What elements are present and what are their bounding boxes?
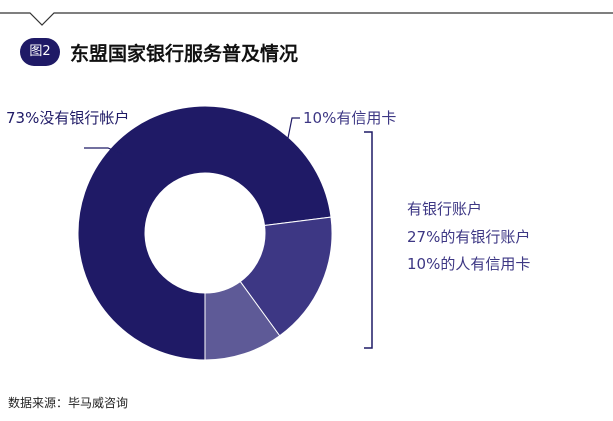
slice-no-account [77, 105, 332, 361]
slice-label-no-account: 73%没有银行帐户 [6, 109, 129, 127]
chart-title: 东盟国家银行服务普及情况 [70, 43, 299, 65]
note-has-account: 有银行账户 [407, 200, 483, 218]
leader-line-credit-card [287, 117, 300, 139]
note-27-percent: 27%的有银行账户 [407, 228, 531, 246]
slice-has-account [239, 216, 333, 337]
slice-label-credit-card: 10%有信用卡 [303, 109, 396, 127]
leader-line-no-account [84, 147, 123, 155]
note-10-percent: 10%的人有信用卡 [407, 255, 531, 273]
slice-credit-card [204, 280, 281, 361]
brace [364, 131, 373, 349]
figure-badge: 图2 [20, 38, 60, 66]
top-divider [0, 12, 613, 26]
data-source: 数据来源：毕马威咨询 [8, 396, 129, 410]
